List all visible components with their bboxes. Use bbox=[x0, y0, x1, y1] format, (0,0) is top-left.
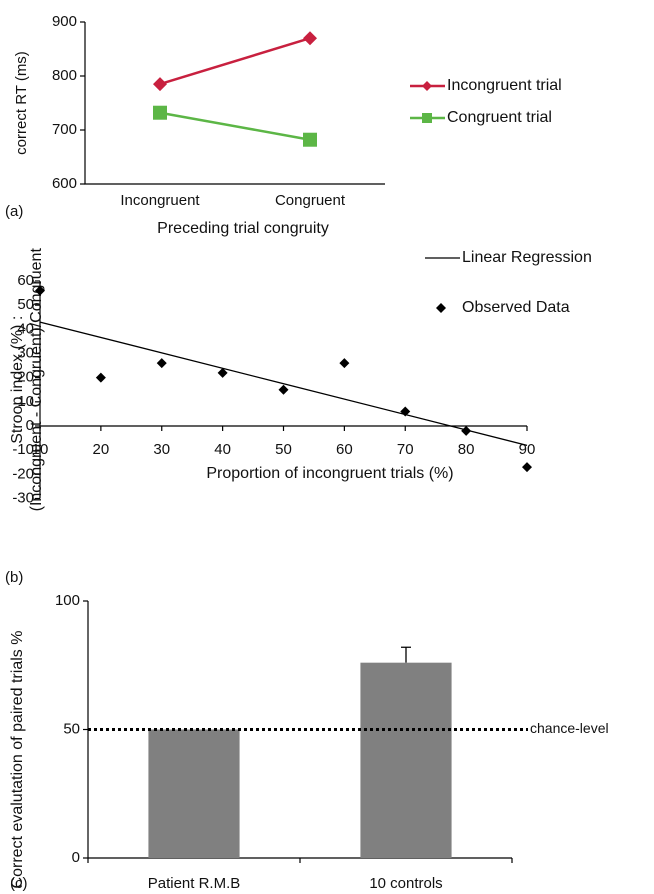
y-tick-label: 800 bbox=[52, 67, 77, 84]
y-tick-label: 50 bbox=[17, 296, 34, 313]
y-tick-label: 50 bbox=[63, 720, 80, 737]
x-tick-label: 40 bbox=[214, 441, 231, 458]
x-tick-label: 10 controls bbox=[369, 875, 442, 892]
y-tick-label: -10 bbox=[12, 441, 34, 458]
y-tick-label: 100 bbox=[55, 592, 80, 609]
x-tick-label: 30 bbox=[153, 441, 170, 458]
legend-marker bbox=[422, 81, 432, 91]
x-tick-label: Patient R.M.B bbox=[148, 875, 241, 892]
y-tick-label: -30 bbox=[12, 489, 34, 506]
point bbox=[303, 132, 317, 147]
axes bbox=[84, 22, 385, 185]
panel-label: (a) bbox=[5, 203, 23, 220]
y-tick-label: 60 bbox=[17, 272, 34, 289]
y-axis-label: Stroop index (%) : bbox=[9, 316, 26, 444]
y-tick-label: -20 bbox=[12, 465, 34, 482]
x-tick-label: 20 bbox=[93, 441, 110, 458]
x-tick-label: 80 bbox=[458, 441, 475, 458]
point bbox=[303, 31, 317, 46]
regression-line bbox=[39, 321, 528, 446]
y-tick-label: 30 bbox=[17, 344, 34, 361]
point bbox=[339, 358, 350, 369]
legend-marker bbox=[422, 113, 432, 123]
series-line bbox=[159, 37, 311, 86]
y-tick-label: 900 bbox=[52, 13, 77, 30]
y-axis-label: (Incongruent - Congruent)/Congruent bbox=[28, 248, 45, 512]
y-tick-label: 0 bbox=[26, 417, 34, 434]
x-axis-label: Proportion of incongruent trials (%) bbox=[206, 465, 453, 482]
y-axis-label: Correct evalutation of paired trials % bbox=[9, 631, 26, 889]
x-tick-label: 50 bbox=[275, 441, 292, 458]
x-tick-label: 90 bbox=[519, 441, 536, 458]
x-tick-label: 70 bbox=[397, 441, 414, 458]
point bbox=[522, 462, 532, 473]
panel-label: (c) bbox=[10, 875, 28, 892]
y-tick-label: 10 bbox=[17, 393, 34, 410]
point bbox=[156, 358, 167, 369]
legend-label: Linear Regression bbox=[462, 249, 592, 266]
x-tick-label: 60 bbox=[336, 441, 353, 458]
panel-label: (b) bbox=[5, 569, 23, 586]
y-tick-label: 0 bbox=[72, 849, 80, 866]
bar bbox=[148, 729, 240, 858]
x-axis-label: Preceding trial congruity bbox=[157, 220, 329, 237]
bar bbox=[360, 662, 452, 858]
reference-label: chance-level bbox=[530, 720, 609, 736]
y-tick-label: 20 bbox=[17, 369, 34, 386]
legend-label: Observed Data bbox=[462, 299, 570, 316]
point bbox=[153, 77, 167, 92]
point bbox=[95, 372, 106, 383]
point bbox=[217, 367, 228, 378]
y-tick-label: 700 bbox=[52, 121, 77, 138]
x-tick-label: Incongruent bbox=[120, 192, 200, 209]
y-axis-label: correct RT (ms) bbox=[13, 51, 30, 155]
x-tick-label: 10 bbox=[32, 441, 49, 458]
point bbox=[153, 105, 167, 120]
point bbox=[35, 285, 45, 296]
legend-label: Congruent trial bbox=[447, 109, 552, 126]
x-tick-label: Congruent bbox=[275, 192, 346, 209]
y-tick-label: 40 bbox=[17, 320, 34, 337]
legend-label: Incongruent trial bbox=[447, 77, 562, 94]
error-bar bbox=[401, 646, 411, 663]
y-tick-label: 600 bbox=[52, 175, 77, 192]
point bbox=[278, 384, 289, 395]
point bbox=[400, 406, 411, 417]
point bbox=[461, 425, 472, 436]
series-line bbox=[159, 111, 311, 141]
legend-marker bbox=[436, 303, 446, 313]
